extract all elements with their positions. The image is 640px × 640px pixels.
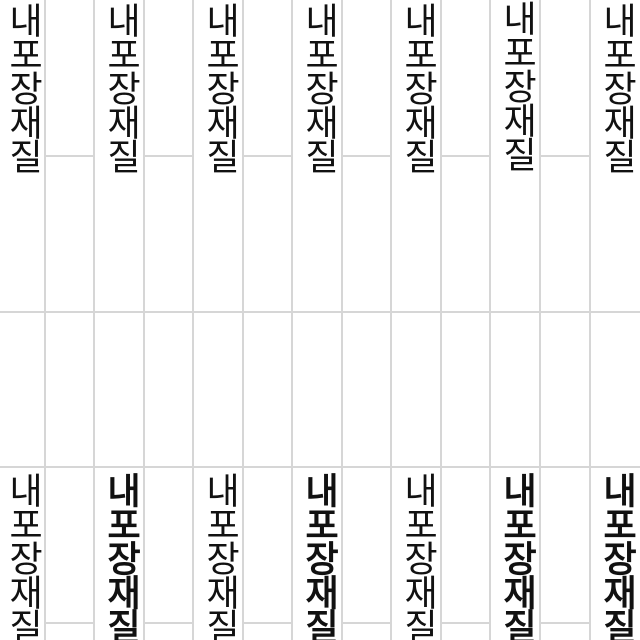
vertical-label: 내포장재질 [496, 472, 537, 640]
grid-line [341, 0, 343, 640]
grid-line [143, 622, 192, 624]
grid-line [539, 0, 541, 640]
vertical-label: 내포장재질 [596, 472, 637, 640]
grid-line [44, 622, 93, 624]
grid-line [539, 155, 589, 157]
vertical-label: 내포장재질 [298, 472, 339, 640]
grid-line [291, 0, 293, 640]
vertical-label: 내포장재질 [2, 472, 43, 640]
grid-line [0, 311, 640, 313]
vertical-label: 내포장재질 [397, 2, 438, 172]
grid-line [242, 0, 244, 640]
grid-line [440, 0, 442, 640]
vertical-label: 내포장재질 [199, 472, 240, 640]
grid-line [242, 155, 291, 157]
grid-line [390, 0, 392, 640]
vertical-label: 내포장재질 [100, 2, 141, 172]
grid-line [341, 155, 390, 157]
grid-line [44, 155, 93, 157]
grid-line [93, 0, 95, 640]
vertical-label: 내포장재질 [596, 2, 637, 172]
vertical-label: 내포장재질 [100, 472, 141, 640]
grid-line [440, 622, 489, 624]
grid-line [489, 0, 491, 640]
grid-line [539, 622, 589, 624]
grid-line [0, 466, 640, 468]
vertical-label: 내포장재질 [2, 2, 43, 172]
grid-line [143, 155, 192, 157]
vertical-label: 내포장재질 [298, 2, 339, 172]
grid-line [143, 0, 145, 640]
grid-line [341, 622, 390, 624]
grid-line [440, 155, 489, 157]
grid-line [192, 0, 194, 640]
vertical-label: 내포장재질 [397, 472, 438, 640]
grid-line [589, 0, 591, 640]
vertical-label: 내포장재질 [199, 2, 240, 172]
grid-line [44, 0, 46, 640]
grid-line [242, 622, 291, 624]
vertical-label: 내포장재질 [496, 0, 537, 170]
